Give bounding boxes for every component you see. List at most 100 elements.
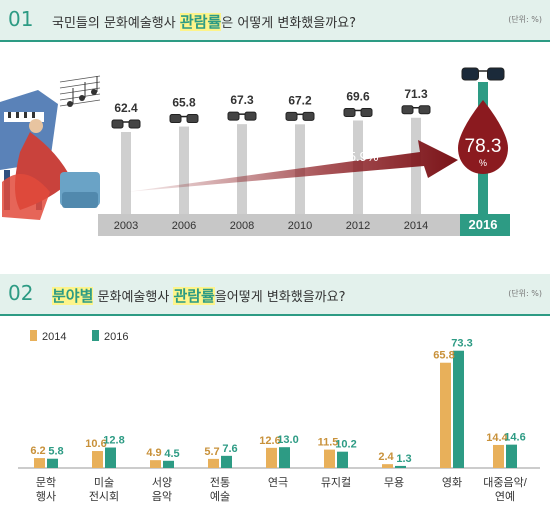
year-tick-label: 2008	[230, 220, 254, 232]
category-label: 영화	[442, 476, 462, 489]
year-value-label: 62.4	[114, 101, 138, 115]
category-label: 무용	[384, 476, 404, 489]
bar-2014	[150, 460, 161, 468]
section2-header: 02 분야별 문화예술행사 관람률을어떻게 변화했을까요? (단위: %)	[0, 274, 550, 316]
year-tick-label: 2016	[469, 217, 498, 232]
bar-value-label: 6.2	[30, 445, 45, 457]
highlight-year-box	[460, 214, 510, 236]
bar-value-label: 73.3	[451, 338, 472, 350]
trend-chart: 2003 2006 2008 2010 2012 2014 2016 62.4 65.8 67.…	[0, 67, 510, 236]
glasses-icon	[169, 114, 199, 124]
bar-value-label: 11.5	[318, 437, 339, 449]
category-label: 문학	[36, 476, 56, 489]
section1-title-highlight: 관람률	[179, 13, 222, 31]
year-value-label: 67.3	[230, 93, 254, 107]
section2-title-post: 을어떻게 변화했을까요?	[214, 290, 346, 305]
bar-2014	[92, 451, 103, 468]
bar-value-label: 4.9	[146, 447, 161, 459]
year-tick-label: 2014	[404, 220, 428, 232]
bar-2014	[266, 447, 277, 468]
bar-value-label: 1.3	[396, 453, 411, 465]
bar-value-label: 65.8	[433, 350, 454, 362]
category-chart: 2014 2016 6.2 5.8 10.612.8 4.9 4.5 5.7 7.6 12.6…	[18, 330, 540, 503]
bar-value-label: 7.6	[222, 443, 237, 455]
section1-title-pre: 국민들의 문화예술행사	[52, 16, 180, 31]
bar-2014	[382, 464, 393, 468]
growth-arrow	[126, 140, 458, 192]
section1-title-post: 은 어떻게 변화했을까요?	[221, 16, 357, 31]
section1-title: 국민들의 문화예술행사 관람률은 어떻게 변화했을까요?	[52, 11, 356, 32]
bar-2016	[506, 444, 517, 468]
year-tick-label: 2012	[346, 220, 370, 232]
bar-value-label: 12.6	[259, 435, 280, 447]
category-label: 전시회	[89, 490, 119, 503]
bar-2014	[440, 362, 451, 468]
bar-2014	[208, 458, 219, 468]
legend-label-2014: 2014	[42, 331, 66, 343]
bar-2016	[163, 460, 174, 468]
category-label: 연극	[268, 476, 288, 489]
category-label: 연예	[495, 490, 515, 503]
bar-2016	[105, 447, 116, 468]
bar-2016	[47, 458, 58, 468]
bar-2016	[453, 350, 464, 468]
year-value-label: 67.2	[288, 93, 312, 107]
bar-2016	[337, 451, 348, 468]
bar-value-label: 10.6	[85, 438, 106, 450]
legend-label-2016: 2016	[104, 331, 128, 343]
section2-title-highlight1: 분야별	[52, 287, 94, 305]
bar-value-label: 2.4	[378, 451, 394, 463]
category-label: 뮤지컬	[321, 476, 351, 489]
year-bar	[179, 126, 189, 214]
bar-value-label: 5.7	[204, 446, 219, 458]
legend-swatch-2016	[92, 330, 99, 341]
glasses-icon	[401, 105, 431, 115]
bar-value-label: 10.2	[335, 439, 356, 451]
category-label: 서양	[152, 476, 172, 489]
glasses-icon	[111, 119, 141, 129]
growth-label: 15.9%	[342, 149, 379, 164]
category-label: 예술	[210, 490, 230, 503]
category-label: 행사	[36, 490, 56, 503]
bar-2014	[324, 449, 335, 468]
highlight-unit: %	[479, 158, 487, 168]
year-value-label: 71.3	[404, 87, 428, 101]
year-bar	[121, 132, 131, 214]
category-label: 음악	[152, 490, 172, 503]
glasses-icon	[285, 111, 315, 121]
category-label: 전통	[210, 476, 230, 489]
glasses-icon	[343, 107, 373, 117]
section2-unit: (단위: %)	[508, 289, 542, 298]
bar-value-label: 12.8	[103, 435, 124, 447]
glasses-icon	[461, 67, 505, 81]
section1-header: 01 국민들의 문화예술행사 관람률은 어떻게 변화했을까요? (단위: %)	[0, 0, 550, 42]
bar-2014	[493, 444, 504, 468]
section2-number: 02	[8, 281, 34, 305]
bar-value-label: 13.0	[277, 434, 298, 446]
section2-title: 분야별 문화예술행사 관람률을어떻게 변화했을까요?	[52, 285, 345, 306]
year-axis-strip	[98, 214, 510, 236]
section1-unit: (단위: %)	[508, 15, 542, 24]
bar-value-label: 5.8	[48, 446, 63, 458]
year-tick-label: 2006	[172, 220, 196, 232]
bar-2016	[221, 455, 232, 468]
year-value-label: 65.8	[172, 96, 196, 110]
year-bar	[237, 124, 247, 214]
bar-value-label: 14.4	[486, 432, 508, 444]
piano-illustration	[0, 75, 101, 220]
bar-2014	[34, 458, 45, 468]
category-label: 대중음악/	[483, 476, 527, 489]
section2-title-mid: 문화예술행사	[93, 290, 174, 305]
glasses-icon	[227, 111, 257, 121]
highlight-drop	[458, 100, 508, 174]
legend: 2014 2016	[30, 330, 128, 343]
bar-2016	[395, 465, 406, 468]
category-label: 미술	[94, 476, 114, 489]
year-tick-label: 2010	[288, 220, 312, 232]
year-value-label: 69.6	[346, 89, 370, 103]
section2-title-highlight2: 관람률	[173, 287, 215, 305]
highlight-value: 78.3	[465, 136, 502, 157]
legend-swatch-2014	[30, 330, 37, 341]
year-tick-label: 2003	[114, 220, 138, 232]
bar-value-label: 4.5	[164, 448, 179, 460]
